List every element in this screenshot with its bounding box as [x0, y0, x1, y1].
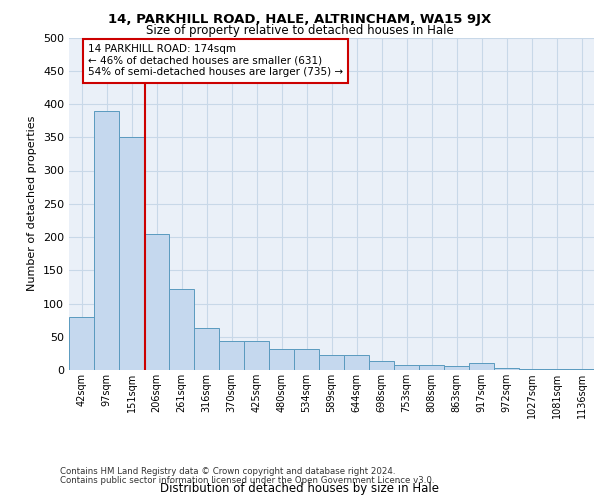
Bar — [169, 289, 194, 370]
Text: Size of property relative to detached houses in Hale: Size of property relative to detached ho… — [146, 24, 454, 37]
Bar — [119, 137, 144, 370]
Bar — [244, 342, 269, 370]
Text: Contains HM Land Registry data © Crown copyright and database right 2024.: Contains HM Land Registry data © Crown c… — [60, 467, 395, 476]
Text: 14 PARKHILL ROAD: 174sqm
← 46% of detached houses are smaller (631)
54% of semi-: 14 PARKHILL ROAD: 174sqm ← 46% of detach… — [88, 44, 343, 78]
Bar — [569, 368, 594, 370]
Y-axis label: Number of detached properties: Number of detached properties — [28, 116, 37, 292]
Bar — [194, 328, 219, 370]
Bar — [344, 354, 369, 370]
Bar — [319, 356, 344, 370]
Bar — [294, 348, 319, 370]
Text: Contains public sector information licensed under the Open Government Licence v3: Contains public sector information licen… — [60, 476, 434, 485]
Bar — [494, 368, 519, 370]
Text: Distribution of detached houses by size in Hale: Distribution of detached houses by size … — [161, 482, 439, 495]
Bar — [369, 360, 394, 370]
Bar — [394, 366, 419, 370]
Bar — [444, 366, 469, 370]
Text: 14, PARKHILL ROAD, HALE, ALTRINCHAM, WA15 9JX: 14, PARKHILL ROAD, HALE, ALTRINCHAM, WA1… — [109, 12, 491, 26]
Bar — [419, 366, 444, 370]
Bar — [144, 234, 169, 370]
Bar — [219, 342, 244, 370]
Bar — [94, 110, 119, 370]
Bar — [269, 348, 294, 370]
Bar — [469, 364, 494, 370]
Bar — [69, 317, 94, 370]
